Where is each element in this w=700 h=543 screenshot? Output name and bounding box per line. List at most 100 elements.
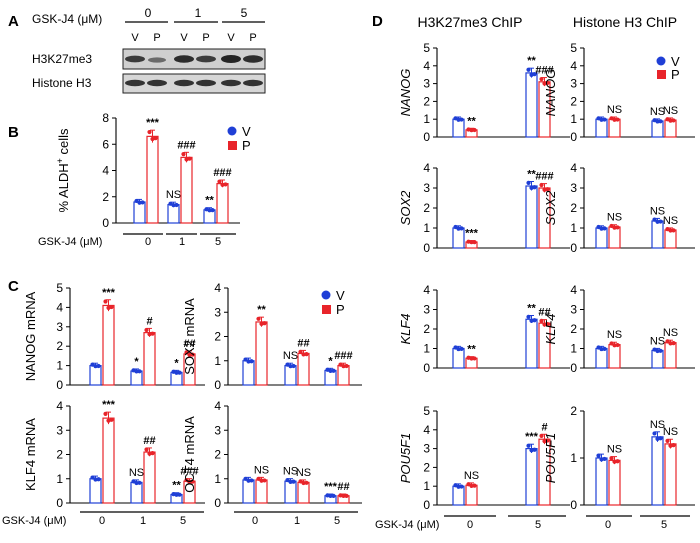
data-point [207,208,212,213]
significance-label: NS [296,467,311,479]
data-point [344,493,349,498]
bar-v [130,481,143,504]
y-tick-label: 0 [56,378,63,392]
data-point [456,226,461,231]
y-tick-label: 1 [570,112,577,126]
lane-label: P [153,32,160,44]
y-tick-label: 5 [423,404,430,418]
y-tick-label: 3 [214,305,221,319]
legend-c: V P [321,288,345,317]
legend-b: V P [227,124,251,153]
significance-label: ### [180,466,198,478]
significance-label: NS [650,335,665,347]
data-point [526,314,531,319]
y-tick-label: 1 [423,479,430,493]
bar-p [102,304,115,386]
data-point [256,476,261,481]
significance-label: NS [650,106,665,118]
bar-v [167,204,180,224]
blot-bands [125,55,263,87]
y-tick-label: 0 [570,130,577,144]
data-point [291,363,296,369]
bar-p [664,229,677,249]
y-tick-label: 0 [214,378,221,392]
data-point [602,346,607,351]
x-axis-title: GSK-J4 (μM) [2,515,66,527]
data-point [652,431,657,436]
y-tick-label: 2 [423,322,430,336]
data-point [331,368,336,373]
dose-label: 5 [180,515,186,527]
data-point [93,364,98,369]
data-point [190,479,195,484]
blot-row-label: H3K27me3 [32,52,92,66]
data-point [545,187,550,192]
legend-v-label: V [336,288,345,303]
legend-v-label: V [671,54,680,69]
data-point [217,179,222,184]
data-point [472,127,477,133]
y-tick-label: 1 [214,354,221,368]
data-point [288,479,293,484]
y-axis-label: KLF4 mRNA [23,418,38,491]
dose-label: 1 [294,515,300,527]
data-point [341,493,346,499]
significance-label: NS [607,104,622,116]
data-point [456,346,461,352]
data-point [144,327,149,333]
data-point [243,476,248,481]
legend-p-label: P [336,302,345,317]
data-point [668,228,673,233]
data-point [144,447,149,452]
data-point [545,80,550,86]
y-tick-label: 3 [423,303,430,317]
bar-p [255,479,268,504]
y-tick-label: 3 [56,423,63,437]
data-point [262,321,267,326]
significance-label: ** [527,55,536,67]
dose-label: 0 [467,519,473,531]
chart-b: 0 2 4 6 8 % ALDH+ cells *** NS ### ** ### [55,111,240,230]
legend-v-marker [227,126,237,136]
bar-p [143,332,156,386]
significance-label: NS [650,205,665,217]
western-blot: GSK-J4 (μM) 0 1 5 V P V P V P H3K27me3 H… [32,6,266,94]
data-point [291,479,296,484]
data-point [615,117,620,122]
bar-p [146,135,159,224]
data-point [134,369,139,374]
data-point [459,484,464,489]
significance-label: ## [538,307,550,319]
panel-label-c: C [8,278,19,295]
legend-p-marker [322,305,331,314]
data-point [341,364,346,369]
y-tick-label: 4 [214,399,221,413]
legend-v-marker [321,290,331,300]
chip-title-h3k27me3: H3K27me3 ChIP [417,14,522,30]
y-tick-label: 4 [102,164,109,178]
data-point [602,226,607,231]
y-axis-label: KLF4 [543,313,558,344]
data-point [109,417,114,422]
data-point [243,357,248,362]
data-point [304,480,309,485]
data-point [609,341,614,346]
y-tick-label: 4 [570,59,577,73]
dose-label: 5 [535,519,541,531]
significance-label: * [134,356,139,368]
data-point [288,364,293,369]
data-point [187,156,192,161]
legend-p-marker [228,141,237,150]
data-point [655,348,660,354]
y-tick-label: 3 [214,423,221,437]
bar-p [337,365,350,386]
bar-v [525,318,538,369]
data-point [615,225,620,230]
y-tick-label: 3 [570,303,577,317]
y-tick-label: 0 [102,216,109,230]
